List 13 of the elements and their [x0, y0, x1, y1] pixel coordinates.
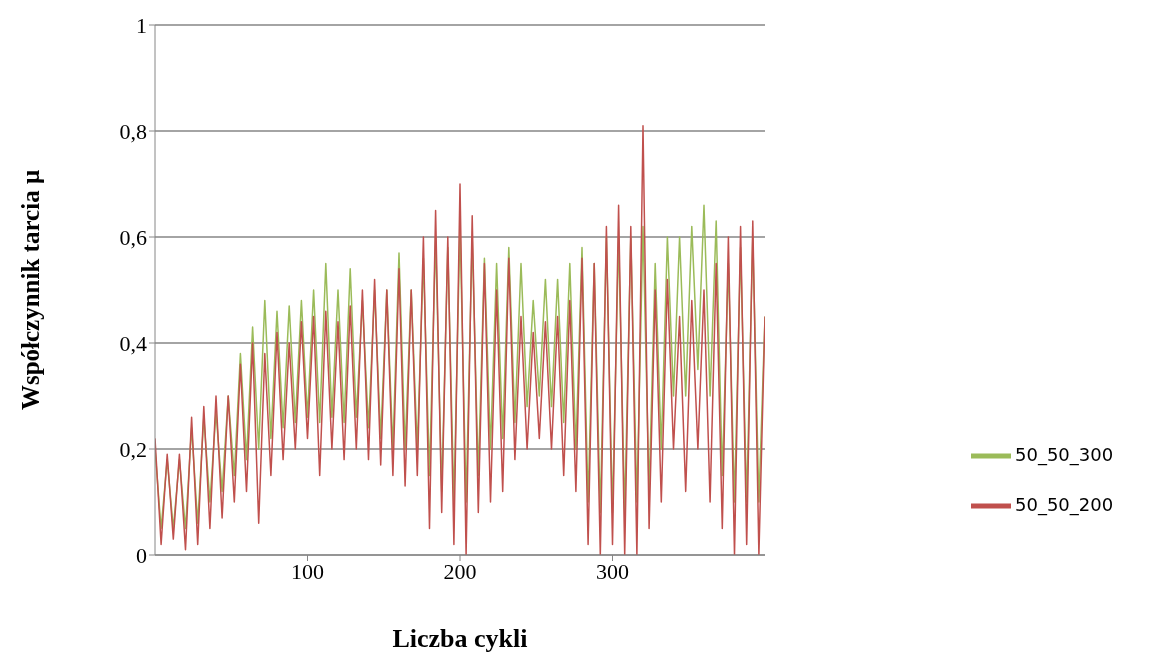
x-tick-label: 300 [596, 558, 629, 584]
x-axis-title: Liczba cykli [392, 624, 528, 653]
x-tick-label: 200 [443, 558, 477, 584]
y-axis-title: Współczynnik tarcia μ [16, 169, 44, 411]
y-tick-label: 0 [136, 542, 147, 568]
y-tick-label: 1 [136, 12, 147, 38]
y-tick-label: 0,4 [119, 330, 147, 356]
legend-label: 50_50_300 [1015, 444, 1114, 465]
y-tick-label: 0,2 [119, 436, 147, 462]
y-tick-label: 0,8 [119, 118, 147, 144]
legend-label: 50_50_200 [1015, 494, 1114, 515]
y-tick-label: 0,6 [119, 224, 147, 250]
x-tick-label: 100 [291, 558, 324, 584]
